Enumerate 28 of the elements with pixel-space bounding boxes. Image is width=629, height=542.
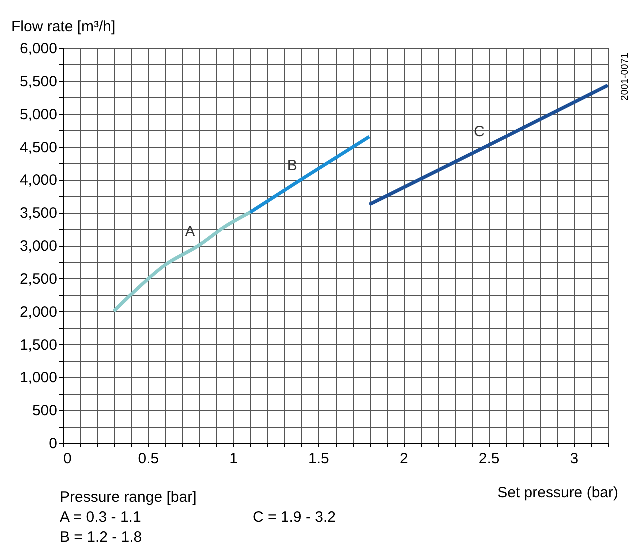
y-tick-label: 5,000	[20, 106, 58, 124]
y-tick-label: 1,500	[20, 336, 58, 354]
line-series	[112, 210, 252, 314]
x-tick-label: 2.5	[478, 450, 500, 468]
y-tick-label: 2,000	[20, 304, 58, 321]
y-axis-title: Flow rate [m³/h]	[12, 18, 116, 36]
y-tick-label: 1,000	[20, 370, 58, 387]
y-tick-label: 5,500	[20, 73, 58, 90]
y-tick-label: 4,500	[20, 139, 58, 156]
y-tick-label: 0	[49, 436, 58, 452]
y-tick-label: 2,500	[20, 270, 58, 288]
x-axis-title: Set pressure (bar)	[498, 484, 618, 502]
text: B = 1.2 - 1.8	[60, 529, 142, 542]
y-tick-label: 3,000	[20, 238, 58, 255]
text: C = 1.9 - 3.2	[253, 509, 336, 526]
text: A = 0.3 - 1.1	[60, 509, 142, 526]
x-tick-label: 1	[230, 450, 238, 468]
x-tick-label: 0.5	[138, 450, 160, 468]
text: 2001-0071	[620, 52, 629, 101]
y-tick-label: 6,000	[20, 40, 58, 58]
y-tick-label: 4,000	[20, 172, 58, 190]
y-tick-label: 500	[32, 402, 58, 420]
text: Pressure range [bar]	[60, 489, 197, 506]
x-tick-label: 1.5	[308, 450, 330, 468]
x-tick-label: 0	[64, 450, 72, 468]
x-tick-label: 2	[400, 450, 408, 468]
x-tick-label: 3	[570, 450, 579, 468]
y-tick-label: 3,500	[20, 205, 58, 222]
